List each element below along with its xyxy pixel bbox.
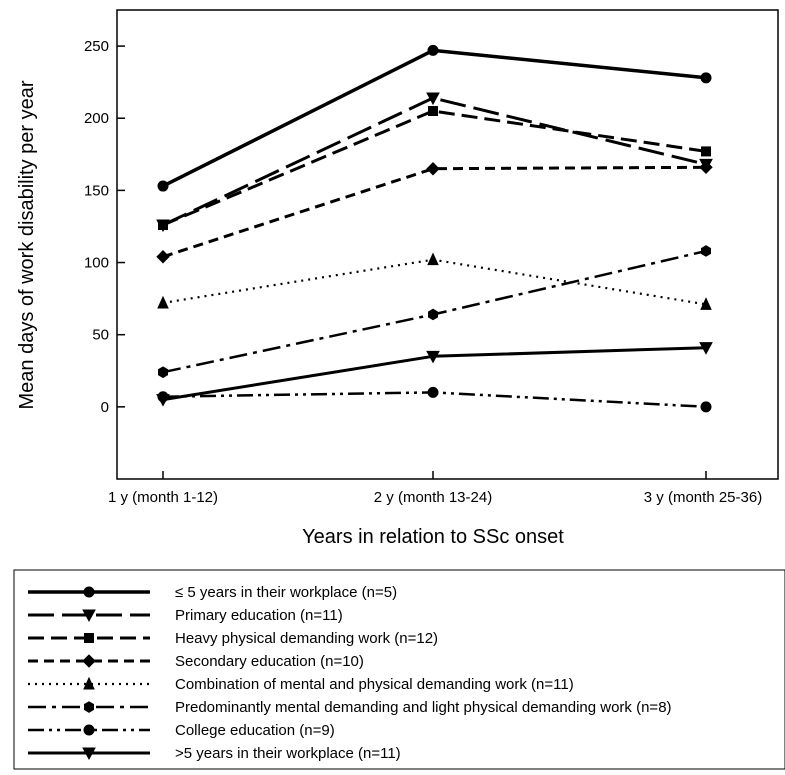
legend-item: Secondary education (n=10): [28, 653, 364, 670]
legend-marker: [83, 586, 95, 598]
legend: ≤ 5 years in their workplace (n=5) Primar…: [28, 584, 672, 762]
data-point: [157, 180, 169, 192]
legend-label: College education (n=9): [175, 722, 335, 739]
data-point: [426, 92, 440, 106]
legend-marker: [82, 654, 96, 668]
data-point: [699, 160, 713, 175]
legend-marker: [84, 701, 94, 713]
legend-marker: [83, 676, 95, 690]
series-4: [156, 160, 713, 264]
legend-marker: [82, 609, 96, 623]
data-point: [156, 250, 170, 264]
data-point: [426, 162, 440, 176]
legend-label: Predominantly mental demanding and light…: [175, 699, 672, 716]
legend-label: ≤ 5 years in their workplace (n=5): [175, 584, 397, 601]
data-point: [427, 44, 439, 56]
legend-item: College education (n=9): [28, 722, 335, 739]
series-line: [162, 258, 707, 306]
y-axis: 0 50 100 150 200 250: [84, 38, 125, 416]
legend-item: Predominantly mental demanding and light…: [28, 699, 672, 716]
y-tick-label: 200: [84, 110, 109, 127]
data-point: [426, 350, 440, 364]
legend-marker: [83, 724, 95, 736]
y-tick-label: 250: [84, 38, 109, 55]
series-8: [156, 342, 713, 407]
legend-item: Heavy physical demanding work (n=12): [28, 630, 438, 647]
y-axis-label: Mean days of work disability per year: [16, 80, 38, 409]
data-point: [427, 252, 439, 266]
legend-label: Primary education (n=11): [175, 607, 343, 624]
data-point: [158, 220, 168, 231]
legend-marker: [84, 633, 94, 643]
x-axis-label: Years in relation to SSc onset: [302, 526, 564, 548]
data-point: [428, 106, 438, 117]
legend-marker: [82, 747, 96, 761]
data-point: [701, 245, 711, 257]
series-3: [158, 106, 711, 231]
legend-label: >5 years in their workplace (n=11): [175, 745, 401, 762]
data-point: [156, 394, 170, 407]
series-line: [162, 109, 707, 227]
y-tick-label: 0: [101, 399, 109, 416]
data-point: [427, 386, 439, 398]
series-6: [158, 245, 711, 379]
data-point: [157, 295, 169, 309]
legend-item: ≤ 5 years in their workplace (n=5): [28, 584, 397, 601]
x-axis: 1 y (month 1-12) 2 y (month 13-24) 3 y (mo…: [108, 471, 762, 506]
series-1: [157, 44, 712, 192]
data-point: [428, 308, 438, 321]
data-point: [158, 366, 168, 379]
x-tick-label: 3 y (month 25-36): [644, 489, 762, 506]
y-tick-label: 100: [84, 255, 109, 272]
legend-item: Primary education (n=11): [28, 607, 343, 624]
plot-area: [116, 9, 779, 480]
data-point: [700, 297, 712, 310]
data-point: [700, 401, 712, 413]
y-tick-label: 150: [84, 182, 109, 199]
series-line: [162, 96, 707, 227]
x-tick-label: 2 y (month 13-24): [374, 489, 492, 506]
legend-label: Secondary education (n=10): [175, 653, 364, 670]
y-tick-label: 50: [92, 327, 109, 344]
data-point: [701, 146, 711, 157]
series-7: [157, 386, 712, 413]
legend-box: [13, 569, 785, 770]
legend-item: Combination of mental and physical deman…: [28, 676, 574, 693]
data-point: [699, 342, 713, 355]
data-point: [700, 72, 712, 84]
series-layer: [156, 44, 713, 413]
legend-item: >5 years in their workplace (n=11): [28, 745, 401, 762]
series-line: [162, 165, 707, 259]
legend-label: Combination of mental and physical deman…: [175, 676, 574, 693]
x-tick-label: 1 y (month 1-12): [108, 489, 218, 506]
series-5: [157, 252, 712, 310]
legend-label: Heavy physical demanding work (n=12): [175, 630, 438, 647]
